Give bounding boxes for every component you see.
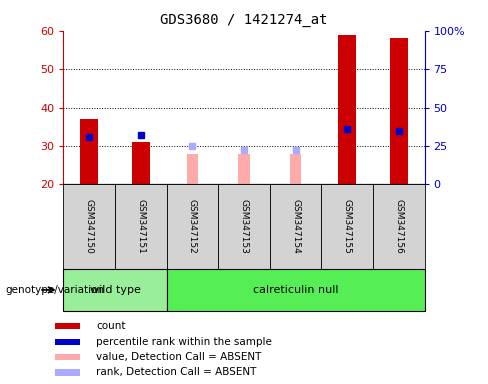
Text: GSM347156: GSM347156 [394,199,403,254]
Title: GDS3680 / 1421274_at: GDS3680 / 1421274_at [160,13,328,27]
Bar [63,269,166,311]
Bar [56,323,80,329]
Bar [56,339,80,345]
Bar [270,184,322,269]
Bar [166,269,425,311]
Bar [80,119,98,184]
Bar [115,184,166,269]
Bar [218,184,270,269]
Bar [63,184,115,269]
Text: genotype/variation: genotype/variation [5,285,104,295]
Bar [56,369,80,376]
Bar [166,184,218,269]
Text: GSM347155: GSM347155 [343,199,352,254]
Bar [322,184,373,269]
Text: GSM347151: GSM347151 [136,199,145,254]
Text: GSM347153: GSM347153 [240,199,248,254]
Bar [238,154,250,184]
Bar [390,38,408,184]
Bar [338,35,356,184]
Text: wild type: wild type [90,285,141,295]
Text: value, Detection Call = ABSENT: value, Detection Call = ABSENT [97,352,262,362]
Text: GSM347150: GSM347150 [85,199,94,254]
Text: calreticulin null: calreticulin null [253,285,338,295]
Bar [373,184,425,269]
Text: GSM347152: GSM347152 [188,199,197,254]
Bar [132,142,150,184]
Text: rank, Detection Call = ABSENT: rank, Detection Call = ABSENT [97,367,257,377]
Bar [290,154,301,184]
Text: count: count [97,321,126,331]
Bar [56,354,80,360]
Text: percentile rank within the sample: percentile rank within the sample [97,337,272,347]
Bar [187,154,198,184]
Text: GSM347154: GSM347154 [291,199,300,254]
